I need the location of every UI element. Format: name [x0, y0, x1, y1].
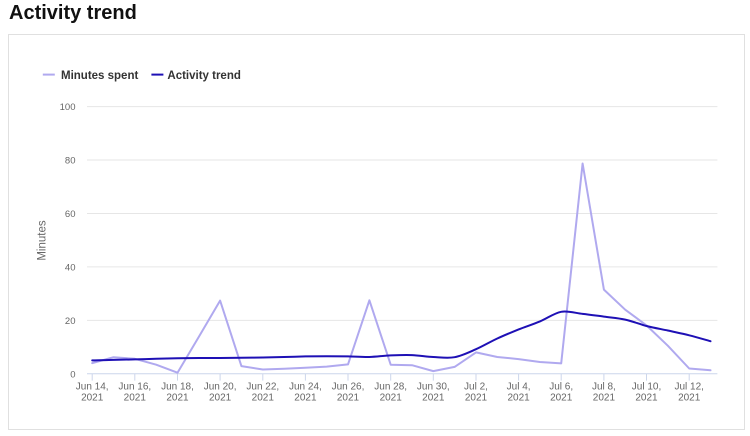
svg-text:Jun 26,2021: Jun 26, 2021: [332, 382, 365, 404]
svg-text:Jun 20,2021: Jun 20, 2021: [204, 382, 237, 404]
svg-text:Jul 10,2021: Jul 10, 2021: [632, 382, 661, 404]
svg-text:Jun 30,2021: Jun 30, 2021: [417, 382, 450, 404]
svg-text:Jun 18,2021: Jun 18, 2021: [161, 382, 194, 404]
svg-text:20: 20: [65, 316, 76, 327]
svg-text:0: 0: [70, 369, 75, 380]
svg-text:Minutes: Minutes: [36, 220, 48, 261]
svg-text:40: 40: [65, 262, 76, 273]
svg-text:Jul 6,2021: Jul 6, 2021: [549, 382, 573, 404]
svg-text:Jun 22,2021: Jun 22, 2021: [246, 382, 279, 404]
svg-text:100: 100: [60, 102, 76, 113]
svg-text:Jul 8,2021: Jul 8, 2021: [592, 382, 616, 404]
svg-text:Jun 24,2021: Jun 24, 2021: [289, 382, 322, 404]
svg-text:Jun 14,2021: Jun 14, 2021: [76, 382, 109, 404]
svg-text:Activity trend: Activity trend: [167, 70, 241, 82]
svg-text:Minutes spent: Minutes spent: [61, 70, 138, 82]
svg-text:60: 60: [65, 209, 76, 220]
svg-text:80: 80: [65, 156, 76, 167]
svg-text:Jun 28,2021: Jun 28, 2021: [374, 382, 407, 404]
svg-text:Jul 4,2021: Jul 4, 2021: [507, 382, 531, 404]
svg-text:Jul 2,2021: Jul 2, 2021: [464, 382, 488, 404]
svg-text:Jul 12,2021: Jul 12, 2021: [674, 382, 703, 404]
svg-text:Jun 16,2021: Jun 16, 2021: [118, 382, 151, 404]
